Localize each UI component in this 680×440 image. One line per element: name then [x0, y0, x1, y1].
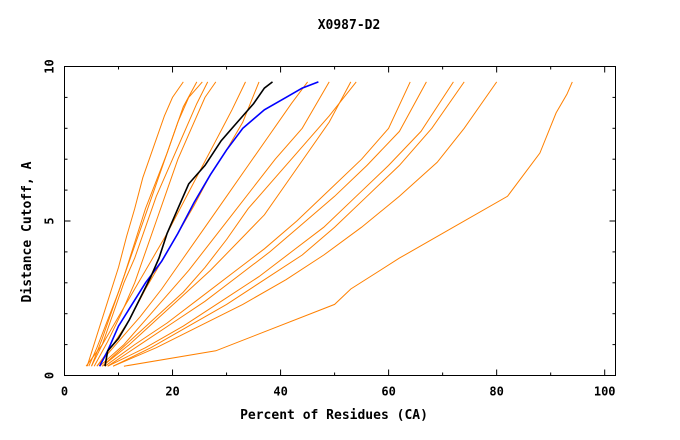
- series-line-model-o8: [99, 81, 330, 367]
- y-tick-label: 10: [43, 59, 57, 73]
- series-line-model-o7: [96, 81, 309, 367]
- series-line-model-o4: [91, 81, 209, 367]
- x-axis-label: Percent of Residues (CA): [240, 408, 428, 423]
- y-tick-label: 5: [43, 217, 57, 224]
- x-tick-label: 80: [489, 385, 503, 399]
- series-line-model-o3: [86, 81, 184, 367]
- y-tick-label: 0: [43, 372, 57, 379]
- y-axis-label: Distance Cutoff, A: [20, 161, 35, 302]
- x-tick-label: 0: [61, 385, 68, 399]
- series-line-model-o13: [107, 81, 454, 367]
- tick-labels-group: 0 20 40 60 80 100 0 5 10: [43, 59, 616, 398]
- series-line-model-o10: [101, 81, 357, 367]
- x-tick-label: 40: [273, 385, 287, 399]
- series-line-model-o17: [123, 81, 573, 367]
- series-group: [85, 81, 573, 367]
- x-tick-label: 20: [165, 385, 179, 399]
- ticks-group: [64, 66, 616, 376]
- series-line-model-black: [104, 81, 273, 367]
- series-line-model-o11: [104, 81, 411, 367]
- series-line-model-o15: [112, 81, 498, 367]
- x-tick-label: 60: [381, 385, 395, 399]
- series-line-model-o9: [101, 81, 352, 367]
- series-line-model-o16: [93, 81, 217, 367]
- series-line-model-o14: [112, 81, 465, 367]
- chart-title: X0987-D2: [318, 18, 381, 33]
- series-line-model-blue: [98, 81, 319, 367]
- series-line-model-o12: [107, 81, 427, 367]
- x-tick-label: 100: [594, 385, 616, 399]
- series-line-model-o2: [91, 81, 203, 367]
